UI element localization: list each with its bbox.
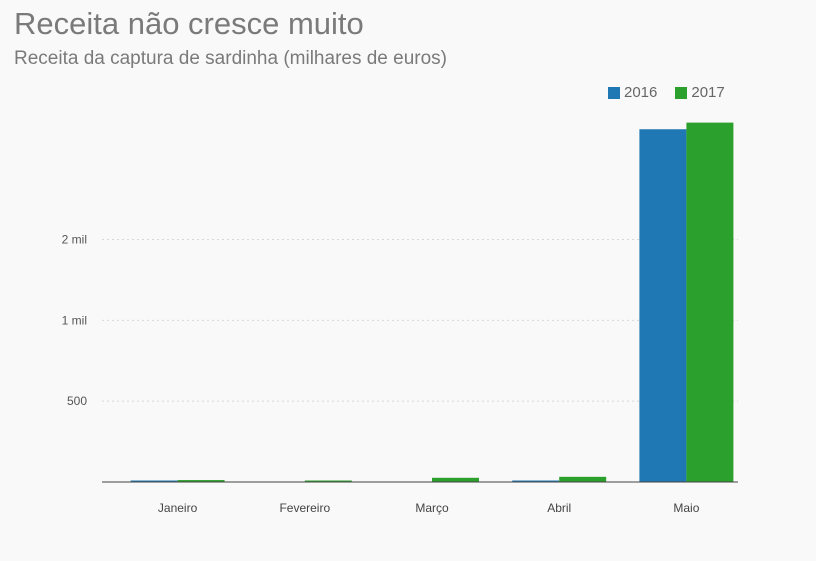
legend-swatch-2017 (675, 86, 688, 99)
legend-item-2017: 2017 (675, 84, 725, 101)
x-tick-label: Janeiro (158, 501, 198, 515)
chart-title: Receita não cresce muito (14, 6, 364, 41)
y-tick-label: 1 mil (62, 313, 87, 327)
x-tick-label: Fevereiro (279, 501, 330, 515)
chart-subtitle: Receita da captura de sardinha (milhares… (14, 48, 448, 69)
bar-2017-março (432, 477, 479, 482)
bar-2016-abril (512, 480, 560, 482)
legend-item-2016: 2016 (608, 84, 657, 101)
legend-label-2017: 2017 (691, 84, 725, 101)
bar-2016-maio (639, 129, 687, 482)
axes: 500 1 mil 2 mil Janeiro Fevereiro Março Abril M… (62, 233, 738, 515)
bar-2017-abril (559, 476, 607, 482)
bar-2017-fevereiro (304, 480, 352, 482)
bars (130, 122, 734, 483)
legend-swatch-2016 (608, 86, 620, 99)
legend-label-2016: 2016 (624, 84, 658, 101)
x-tick-label: Maio (673, 501, 699, 515)
gridlines (102, 239, 738, 402)
y-tick-label: 500 (67, 394, 87, 408)
bar-2017-janeiro (177, 480, 225, 482)
bar-2017-maio (686, 122, 734, 483)
x-tick-label: Abril (547, 501, 571, 515)
legend: 2016 2017 (608, 84, 725, 101)
x-tick-label: Março (415, 501, 449, 515)
bar-2016-janeiro (130, 480, 178, 482)
y-tick-label: 2 mil (62, 233, 87, 247)
